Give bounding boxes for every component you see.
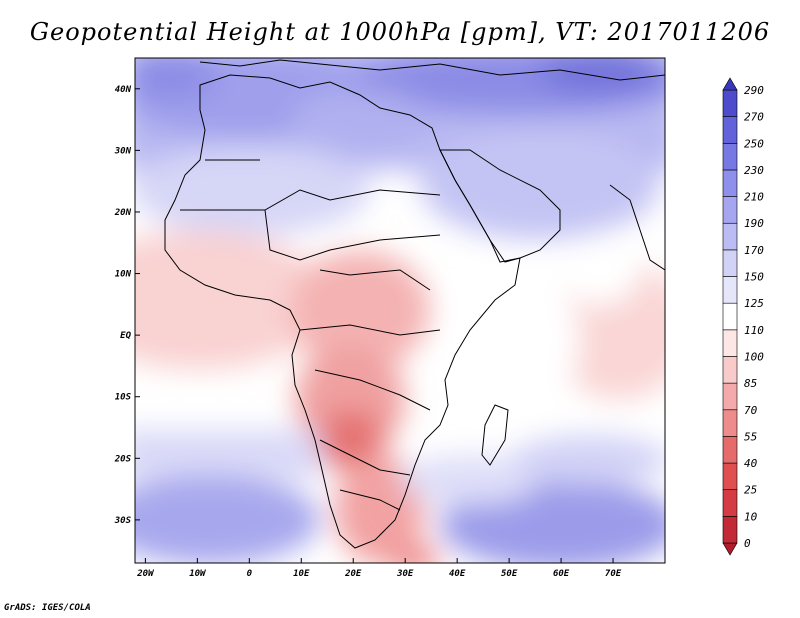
coastlines [164,59,665,549]
colorbar-label: 10 [744,510,758,523]
lon-tick-label: 50E [501,569,518,579]
longitude-axis: 20W 10W 0 10E 20E 30E 40E 50E 60E 70E [136,558,622,579]
lon-tick-label: 60E [553,569,570,579]
colorbar-swatch [722,276,738,304]
colorbar-swatch [722,409,738,437]
lon-tick-label: 30E [396,569,414,579]
colorbar-swatch [722,489,738,517]
lon-tick-label: 70E [605,569,622,579]
colorbar-label: 85 [744,377,757,390]
colorbar-swatch [722,302,738,331]
colorbar-swatch [722,436,738,464]
colorbar-label: 190 [744,217,764,230]
lon-tick-label: 20E [344,569,362,579]
lat-tick-label: 30N [114,146,132,156]
colorbar-swatch [722,116,738,144]
latitude-axis: 40N 30N 20N 10N EQ 10S 20S 30S [114,85,140,526]
lon-tick-label: 10E [293,569,310,579]
colorbar-label: 125 [744,297,764,310]
colorbar-label: 25 [744,484,757,497]
lat-tick-label: 10S [115,393,132,403]
colorbar-label: 210 [744,191,764,204]
colorbar-label: 230 [744,164,764,177]
colorbar-swatch [722,516,738,544]
lon-tick-label: 10W [189,569,207,579]
madagascar-coastline [481,404,509,466]
colorbar-swatch [722,89,738,117]
india-coastline [609,184,665,271]
colorbar-swatch [722,462,738,491]
lat-tick-label: 20S [114,454,132,464]
colorbar-swatch [722,382,738,411]
europe-coastline [199,59,665,81]
colorbar-label: 100 [744,350,764,363]
colorbar: 0 10 25 40 55 70 85 100 110 125 150 170 190 210 230 250… [722,77,764,556]
colorbar-label: 290 [744,84,764,97]
internal-borders [180,159,441,511]
colorbar-label: 55 [744,430,757,443]
colorbar-swatch [722,329,738,357]
colorbar-swatch [722,196,738,224]
grads-credit: GrADS: IGES/COLA [4,603,91,613]
colorbar-arrow-low [722,542,738,556]
colorbar-arrow-high [722,77,738,91]
colorbar-label: 250 [744,137,764,150]
colorbar-label: 40 [744,457,758,470]
colorbar-label: 110 [744,324,764,337]
map-figure: 20W 10W 0 10E 20E 30E 40E 50E 60E 70E 40N 30N 20N 10… [114,57,764,579]
lon-tick-label: 20W [136,569,155,579]
colorbar-swatch [722,249,738,277]
lon-tick-label: 0 [247,569,253,579]
height-field [135,58,665,563]
lat-tick-label: 10N [115,270,132,280]
lat-tick-label: 40N [115,85,132,95]
map-title: Geopotential Height at 1000hPa [gpm], VT… [29,18,771,46]
colorbar-label: 150 [744,271,764,284]
map-frame [134,57,666,564]
africa-coastline [164,74,521,549]
colorbar-label: 170 [744,244,764,257]
colorbar-swatch [722,222,738,251]
lat-tick-label: 20N [114,208,132,218]
arabia-coastline [439,149,561,263]
lat-tick-label: 30S [114,516,132,526]
lat-tick-label: EQ [120,331,131,341]
lon-tick-label: 40E [449,569,466,579]
colorbar-swatch [722,142,738,171]
colorbar-label: 0 [744,537,751,550]
colorbar-label: 70 [744,404,758,417]
colorbar-swatch [722,169,738,197]
colorbar-label: 270 [744,111,764,124]
colorbar-swatch [722,356,738,384]
